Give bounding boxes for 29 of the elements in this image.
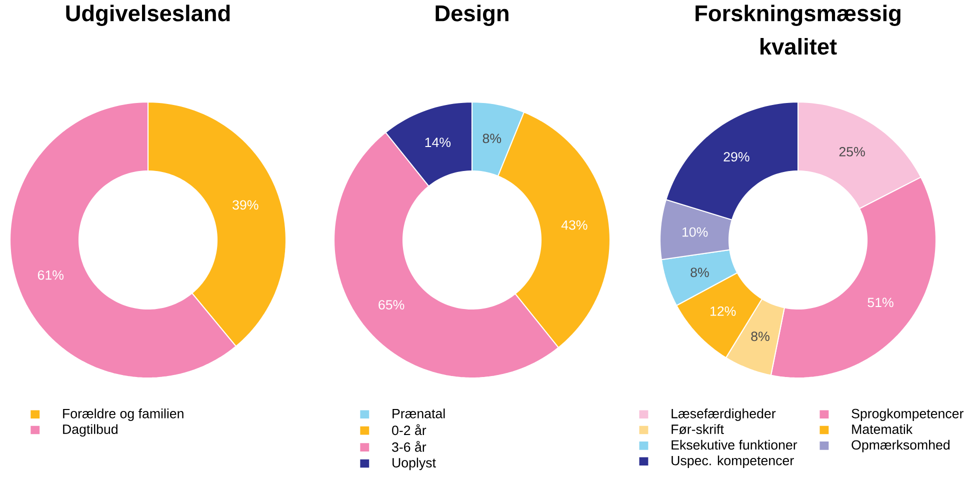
legend-label: Dagtilbud [63,424,118,437]
legend-label: Prænatal [392,408,445,418]
chart-title: Design [436,4,508,26]
data-label: 39% [232,200,258,210]
legend-label: Uoplyst [392,458,436,470]
chart-title: Forskningsmæssig kvalitet [696,4,900,55]
legend-label: 3-6 år [392,440,426,452]
data-label: 25% [839,147,865,156]
legend-label: Sprogkompetencer [852,408,964,421]
data-label: 65% [378,300,404,310]
data-label: 8% [751,332,770,342]
data-label: 8% [690,268,709,278]
data-label: 10% [682,227,708,237]
legend-label: Eksekutive funktioner [672,440,798,450]
data-label: 51% [868,298,894,308]
data-label: 8% [482,134,502,144]
legend-label: Læsefærdigheder [672,408,776,421]
chart-title: Udgivelsesland [66,4,230,26]
legend-label: 0-2 år [392,424,426,436]
legend-label: Matematik [852,424,913,434]
legend-label: Forældre og familien [63,408,184,421]
data-label: 12% [710,306,736,316]
data-label: 43% [561,220,588,230]
data-label: 29% [724,152,750,162]
legend-label: Opmærksomhed [852,440,950,452]
data-label: 14% [425,138,451,148]
legend-label: Før-skrift [672,424,724,434]
data-label: 61% [38,270,64,280]
legend-label: Uspec. kompetencer [672,456,794,468]
